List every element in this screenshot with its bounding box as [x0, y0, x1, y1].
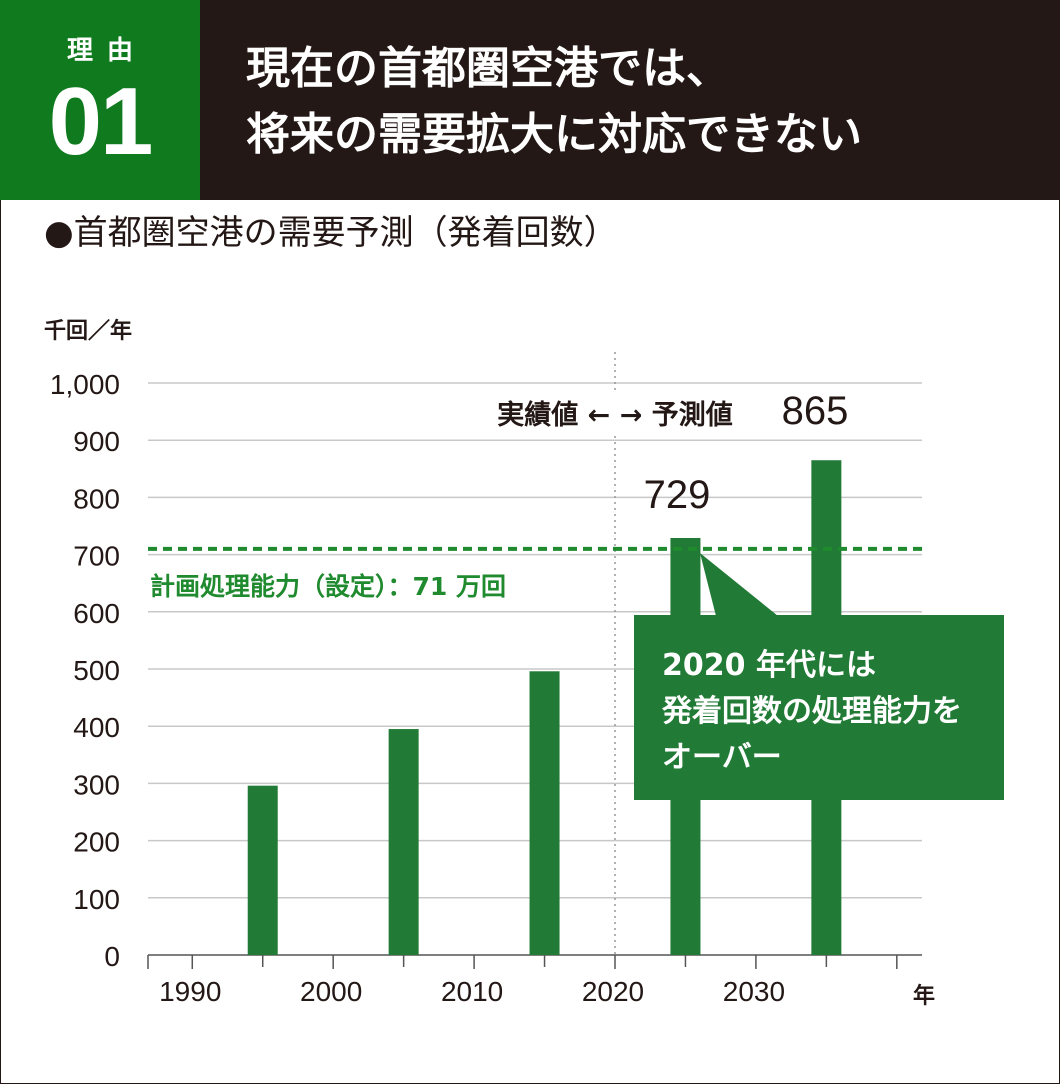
- annotation-callout: 2020 年代には 発着回数の処理能力を オーバー: [634, 615, 1004, 800]
- x-axis-unit-label: 年: [913, 983, 935, 1009]
- x-tick-label: 2000: [300, 976, 362, 1007]
- bar-value-label-2025: 729: [644, 473, 711, 517]
- y-axis-unit-label: 千回／年: [44, 318, 132, 344]
- reason-badge: 理由 01: [0, 0, 200, 200]
- y-tick-label: 400: [73, 712, 120, 743]
- y-tick-label: 0: [104, 941, 120, 972]
- header-banner: 理由 01 現在の首都圏空港では、 将来の需要拡大に対応できない: [0, 0, 1060, 200]
- annotation-line-2: 発着回数の処理能力を: [662, 694, 962, 729]
- y-tick-label: 700: [73, 541, 120, 572]
- bar-value-label-2035: 865: [782, 389, 849, 433]
- headline-line-2: 将来の需要拡大に対応できない: [246, 109, 862, 160]
- bar-1995: [247, 785, 278, 955]
- y-tick-label: 600: [73, 598, 120, 629]
- y-tick-label: 800: [73, 483, 120, 514]
- annotation-line-3: オーバー: [662, 740, 782, 775]
- bar-2005: [388, 729, 419, 955]
- headline-line-1: 現在の首都圏空港では、: [246, 43, 730, 94]
- actual-forecast-label: 実績値 ← → 予測値: [497, 399, 732, 431]
- x-tick-label: 2010: [441, 976, 503, 1007]
- y-tick-label: 100: [73, 884, 120, 915]
- callout-pointer: [700, 553, 778, 616]
- x-tick-label: 2020: [582, 976, 644, 1007]
- reason-number: 01: [48, 68, 154, 175]
- y-tick-label: 300: [73, 769, 120, 800]
- x-tick-label: 2030: [723, 976, 785, 1007]
- y-tick-label: 900: [73, 426, 120, 457]
- divider-label-backdrop: [470, 392, 760, 434]
- chart-title: ●首都圏空港の需要予測（発着回数）: [44, 213, 618, 253]
- y-tick-label: 1,000: [50, 369, 120, 400]
- annotation-line-1: 2020 年代には: [662, 648, 876, 683]
- bar-2015: [529, 671, 560, 955]
- y-tick-label: 500: [73, 655, 120, 686]
- reason-label: 理由: [66, 36, 147, 66]
- x-tick-label: 1990: [159, 976, 221, 1007]
- capacity-label: 計画処理能力（設定）：71 万回: [150, 572, 506, 601]
- headline: 現在の首都圏空港では、 将来の需要拡大に対応できない: [246, 36, 862, 168]
- y-tick-label: 200: [73, 827, 120, 858]
